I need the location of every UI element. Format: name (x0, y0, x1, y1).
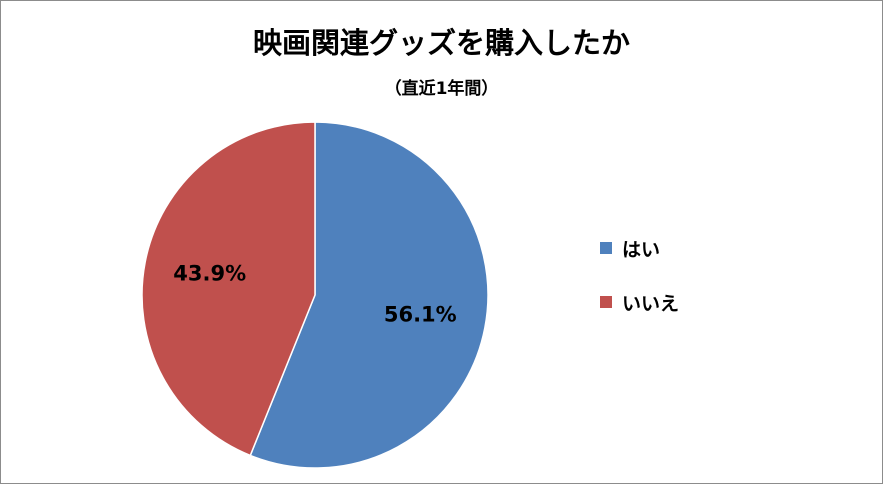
pie-slice-yes (249, 121, 489, 469)
chart-subtitle: （直近1年間） (384, 79, 499, 99)
legend-swatch-yes (600, 242, 612, 254)
data-label-no: 43.9% (173, 262, 246, 286)
legend-item-no: いいえ (600, 288, 679, 316)
legend-swatch-no (600, 296, 612, 308)
pie-slices (141, 121, 489, 469)
legend-label-yes: はい (622, 238, 661, 261)
legend-item-yes: はい (600, 234, 679, 262)
chart-title: 映画関連グッズを購入したか (252, 26, 630, 60)
legend: はい いいえ (600, 234, 679, 342)
data-label-yes: 56.1% (384, 302, 457, 326)
pie-slice-no (141, 121, 316, 457)
pie-data-labels: 56.1% 43.9% (173, 262, 456, 327)
legend-label-no: いいえ (622, 292, 680, 315)
